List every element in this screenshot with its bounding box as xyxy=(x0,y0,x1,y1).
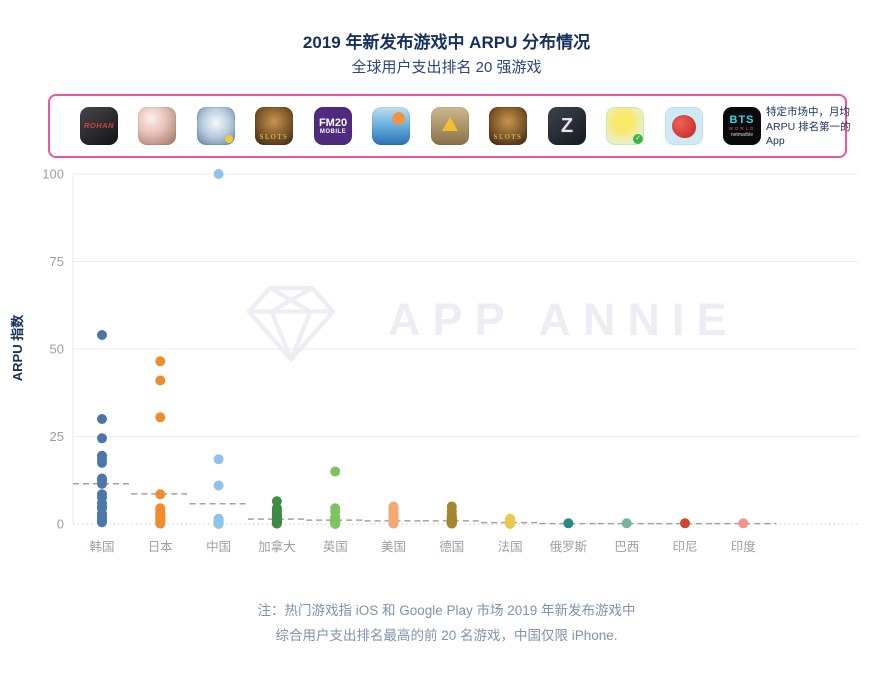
x-tick-7: 法国 xyxy=(498,540,523,554)
footer-note: 注：热门游戏指 iOS 和 Google Play 市场 2019 年新发布游戏… xyxy=(0,598,893,648)
data-point xyxy=(563,518,574,529)
app-icon-casual-blob xyxy=(606,107,644,145)
x-tick-1: 日本 xyxy=(148,540,174,554)
data-point xyxy=(738,518,749,529)
x-tick-8: 俄罗斯 xyxy=(550,540,588,554)
app-icon-golden-dragon-slots-2: SLOTS xyxy=(489,107,527,145)
data-point xyxy=(213,454,224,465)
app-icon-rohan-m: ROHAN xyxy=(80,107,118,145)
footer-note-line1: 注：热门游戏指 iOS 和 Google Play 市场 2019 年新发布游戏… xyxy=(257,603,636,618)
data-point xyxy=(155,356,166,367)
data-point xyxy=(97,457,107,468)
app-icon-naval-battle xyxy=(372,107,410,145)
page-subtitle: 全球用户支出排名 20 强游戏 xyxy=(351,59,542,76)
y-tick-100: 100 xyxy=(42,167,64,182)
app-icon-fm20-mobile: FM20 MOBILE xyxy=(314,107,352,145)
x-tick-5: 美国 xyxy=(381,540,406,554)
app-icon-row: 特定市场中，月均 ARPU 排名第一的 App ROHAN SLOTS FM20 MO… xyxy=(48,94,851,158)
data-point xyxy=(155,412,166,423)
app-icon-label: SLOTS xyxy=(493,133,523,142)
y-tick-25: 25 xyxy=(50,429,64,444)
data-point xyxy=(213,169,224,179)
data-point xyxy=(446,518,457,529)
x-tick-10: 印尼 xyxy=(672,540,697,554)
app-icon-label: MOBILE xyxy=(319,128,347,135)
x-tick-3: 加拿大 xyxy=(258,539,296,554)
y-tick-0: 0 xyxy=(57,517,64,532)
data-point xyxy=(155,489,166,500)
data-point xyxy=(97,478,107,489)
app-icon-label: BTS xyxy=(729,113,755,126)
y-tick-50: 50 xyxy=(50,342,64,357)
app-icon-label: FM20 xyxy=(318,116,348,129)
app-icon-golden-dragon-slots: SLOTS xyxy=(255,107,293,145)
app-icon-red-dragon xyxy=(665,107,703,145)
data-point xyxy=(621,518,632,529)
data-point xyxy=(505,519,516,529)
data-point xyxy=(97,517,107,528)
app-icon-wasteland-survival xyxy=(431,107,469,145)
app-icon-label: ROHAN xyxy=(84,120,114,130)
x-tick-9: 巴西 xyxy=(614,540,639,554)
x-tick-11: 印度 xyxy=(731,539,757,554)
footer-note-line2: 综合用户支出排名最高的前 20 名游戏，中国仅限 iPhone. xyxy=(275,628,618,643)
data-point xyxy=(271,496,282,507)
data-point xyxy=(97,414,107,424)
x-tick-2: 中国 xyxy=(206,539,231,554)
data-point xyxy=(155,518,166,529)
y-tick-75: 75 xyxy=(50,254,64,269)
data-point xyxy=(330,519,341,529)
app-icon-label: netmarble xyxy=(730,131,754,138)
data-point xyxy=(97,330,107,340)
app-icon-label: Z xyxy=(560,115,574,137)
data-point xyxy=(213,519,224,529)
app-icon-label: SLOTS xyxy=(259,133,289,142)
data-point xyxy=(388,518,399,529)
icon-row-note: 特定市场中，月均 ARPU 排名第一的 App xyxy=(766,106,851,148)
page-title: 2019 年新发布游戏中 ARPU 分布情况 xyxy=(302,33,591,52)
x-tick-4: 英国 xyxy=(323,540,348,554)
app-icon-anime-rpg xyxy=(138,107,176,145)
x-tick-0: 韩国 xyxy=(89,539,114,554)
app-icon-white-tiger xyxy=(197,107,235,145)
data-point xyxy=(271,518,282,529)
app-icon-war-z: Z xyxy=(548,107,586,145)
data-point xyxy=(213,480,224,491)
app-icon-label: WORLD xyxy=(728,125,756,131)
x-tick-6: 德国 xyxy=(439,539,464,554)
app-icon-bts-world: BTS WORLD netmarble xyxy=(723,107,761,145)
data-point xyxy=(155,375,166,386)
data-point xyxy=(330,466,341,477)
data-point xyxy=(680,518,690,529)
data-point xyxy=(97,433,107,444)
